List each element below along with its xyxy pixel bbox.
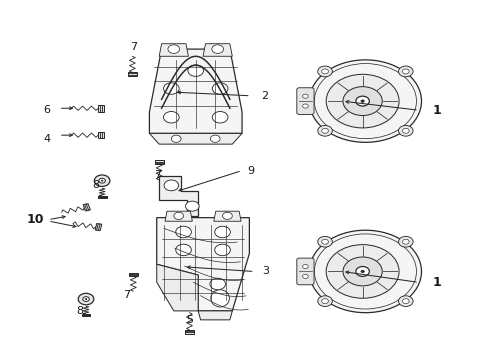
Circle shape — [402, 239, 408, 244]
Circle shape — [175, 244, 191, 256]
Polygon shape — [98, 196, 106, 198]
Circle shape — [187, 65, 203, 76]
Circle shape — [317, 66, 332, 77]
Circle shape — [210, 135, 220, 142]
Polygon shape — [129, 273, 138, 276]
Text: 2: 2 — [261, 91, 268, 101]
Polygon shape — [213, 211, 241, 221]
Circle shape — [317, 125, 332, 136]
Circle shape — [309, 60, 421, 142]
Circle shape — [321, 239, 328, 244]
Text: 5: 5 — [186, 315, 193, 325]
Text: 8: 8 — [77, 306, 83, 316]
Circle shape — [398, 66, 412, 77]
Circle shape — [342, 257, 382, 286]
Circle shape — [398, 296, 412, 306]
Circle shape — [302, 274, 307, 278]
Polygon shape — [83, 204, 90, 211]
Text: 7: 7 — [154, 170, 161, 180]
Circle shape — [78, 293, 94, 305]
Text: 1: 1 — [432, 276, 441, 289]
Circle shape — [325, 245, 398, 298]
Polygon shape — [157, 264, 198, 311]
Circle shape — [309, 230, 421, 313]
Polygon shape — [155, 160, 163, 164]
Text: 7: 7 — [129, 42, 137, 52]
Circle shape — [222, 212, 232, 220]
Circle shape — [99, 178, 105, 183]
Circle shape — [167, 45, 179, 53]
Polygon shape — [81, 314, 90, 316]
Polygon shape — [149, 49, 242, 134]
Circle shape — [398, 237, 412, 247]
Text: 8: 8 — [92, 180, 99, 190]
Polygon shape — [98, 132, 104, 138]
Circle shape — [211, 45, 223, 53]
Circle shape — [402, 69, 408, 74]
FancyBboxPatch shape — [296, 258, 313, 285]
Circle shape — [171, 135, 181, 142]
Circle shape — [302, 94, 307, 98]
Circle shape — [321, 69, 328, 74]
Circle shape — [317, 296, 332, 306]
Circle shape — [163, 180, 178, 191]
Polygon shape — [159, 176, 198, 216]
Circle shape — [360, 270, 364, 273]
Circle shape — [185, 201, 199, 211]
Circle shape — [94, 175, 110, 186]
Circle shape — [398, 125, 412, 136]
Circle shape — [85, 298, 87, 300]
Circle shape — [325, 74, 398, 128]
Circle shape — [163, 83, 179, 94]
Circle shape — [355, 266, 368, 276]
Circle shape — [82, 297, 89, 301]
Circle shape — [302, 104, 307, 108]
Circle shape — [212, 112, 227, 123]
Circle shape — [317, 237, 332, 247]
Text: 4: 4 — [43, 134, 50, 144]
Polygon shape — [128, 72, 137, 76]
Circle shape — [101, 180, 102, 181]
Circle shape — [175, 226, 191, 238]
Polygon shape — [164, 211, 192, 221]
Text: 9: 9 — [246, 166, 253, 176]
Polygon shape — [98, 105, 104, 112]
Text: 10: 10 — [27, 213, 44, 226]
Text: 1: 1 — [432, 104, 441, 117]
Circle shape — [214, 244, 230, 256]
Text: 7: 7 — [122, 290, 130, 300]
Polygon shape — [95, 224, 102, 230]
Circle shape — [209, 278, 225, 290]
Polygon shape — [198, 311, 232, 320]
Circle shape — [342, 87, 382, 116]
Circle shape — [212, 83, 227, 94]
Circle shape — [402, 299, 408, 303]
Ellipse shape — [210, 290, 229, 307]
Circle shape — [402, 128, 408, 133]
Circle shape — [173, 212, 183, 220]
Polygon shape — [159, 44, 188, 56]
Circle shape — [321, 128, 328, 133]
Text: 6: 6 — [43, 105, 50, 115]
Polygon shape — [203, 44, 232, 56]
Circle shape — [321, 299, 328, 303]
Polygon shape — [149, 134, 242, 144]
Text: 3: 3 — [262, 266, 268, 276]
Polygon shape — [157, 218, 249, 311]
Circle shape — [355, 96, 368, 106]
Circle shape — [302, 265, 307, 269]
Circle shape — [214, 226, 230, 238]
Polygon shape — [184, 330, 193, 334]
FancyBboxPatch shape — [296, 88, 313, 114]
Circle shape — [163, 112, 179, 123]
Circle shape — [360, 100, 364, 102]
